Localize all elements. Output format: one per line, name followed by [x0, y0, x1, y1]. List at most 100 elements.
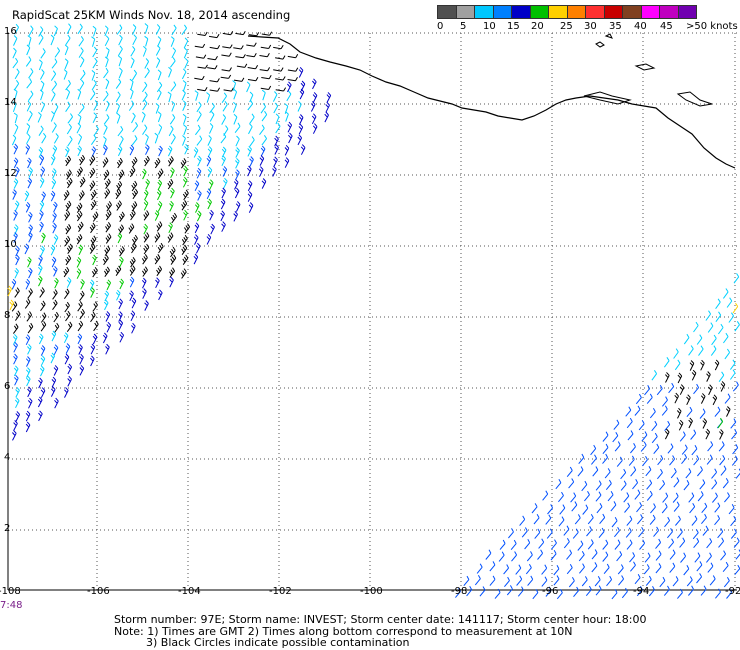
legend-label: 0	[437, 21, 444, 32]
wind-barb	[705, 310, 712, 321]
wind-barb	[154, 132, 159, 144]
wind-barb	[722, 561, 729, 573]
island	[595, 41, 605, 48]
wind-barb	[246, 53, 257, 58]
wind-barb	[538, 538, 545, 549]
wind-barb	[38, 146, 44, 158]
wind-barb	[131, 156, 138, 168]
wind-barb	[67, 135, 73, 147]
storm-info-line: Storm number: 97E; Storm name: INVEST; S…	[114, 613, 647, 626]
wind-barb	[89, 222, 96, 234]
wind-barb	[673, 477, 680, 488]
wind-barb	[209, 78, 220, 83]
wind-barb	[550, 550, 557, 561]
wind-barb	[630, 561, 636, 572]
wind-barb	[699, 479, 706, 490]
wind-barb	[680, 552, 687, 563]
wind-barb	[183, 47, 188, 59]
wind-barb	[706, 454, 713, 465]
wind-barb	[52, 212, 57, 223]
wind-barb	[157, 36, 162, 47]
wind-barb	[194, 90, 199, 101]
wind-barb	[701, 513, 707, 525]
wind-barb	[116, 112, 121, 124]
wind-barb	[183, 223, 191, 234]
wind-barb	[297, 101, 302, 112]
wind-barb	[614, 441, 621, 452]
wind-barb	[79, 308, 85, 320]
wind-barb	[27, 177, 33, 189]
wind-barb	[688, 492, 695, 503]
wind-barb	[651, 420, 658, 432]
wind-barb	[714, 359, 720, 371]
wind-barb	[688, 585, 694, 596]
wind-barb	[103, 144, 108, 156]
wind-barb	[104, 178, 111, 189]
wind-barb	[676, 407, 682, 419]
wind-barb	[582, 504, 589, 515]
wind-barb	[38, 59, 43, 71]
wind-barb	[78, 190, 85, 201]
wind-barb	[168, 66, 172, 78]
wind-barb	[168, 222, 173, 234]
wind-barb	[717, 323, 724, 335]
wind-barb	[623, 492, 630, 503]
wind-barb	[646, 490, 653, 501]
wind-barb	[53, 265, 58, 277]
wind-barb	[644, 552, 651, 563]
wind-barb	[734, 564, 740, 576]
wind-barb	[221, 52, 232, 57]
wind-barb	[104, 290, 110, 302]
wind-barb	[15, 386, 20, 398]
wind-barb	[13, 365, 19, 377]
wind-barb	[720, 381, 726, 392]
wind-barb	[196, 167, 202, 179]
wind-barb	[41, 232, 46, 244]
wind-barb	[24, 190, 30, 202]
wind-barb	[41, 132, 47, 144]
wind-barb	[92, 254, 97, 266]
wind-barb	[171, 24, 177, 36]
wind-barb	[9, 299, 15, 311]
wind-barb	[39, 287, 45, 298]
wind-barb	[52, 145, 58, 156]
legend-label: 40	[634, 21, 647, 32]
wind-barb	[115, 188, 122, 200]
wind-barb	[693, 537, 700, 549]
wind-barb	[37, 111, 42, 123]
wind-barb	[142, 91, 148, 103]
wind-barb	[25, 421, 31, 433]
legend-label: 35	[609, 21, 622, 32]
wind-barb	[157, 179, 163, 191]
wind-barb	[693, 455, 700, 466]
wind-barb	[78, 36, 84, 47]
wind-barb	[7, 285, 13, 297]
wind-barb	[51, 256, 57, 268]
wind-barb	[28, 267, 33, 279]
wind-barb	[235, 201, 241, 212]
wind-barb	[39, 200, 45, 212]
wind-barb	[222, 30, 234, 36]
wind-barb	[690, 429, 697, 440]
wind-barb	[38, 34, 44, 45]
wind-barb	[602, 551, 609, 562]
wind-barb	[14, 267, 19, 279]
wind-barb	[558, 491, 564, 503]
wind-barb	[638, 420, 645, 431]
wind-barb	[38, 333, 44, 345]
wind-barb	[669, 562, 676, 573]
wind-barb	[115, 265, 122, 276]
wind-barb	[718, 371, 725, 382]
wind-barb	[14, 287, 20, 298]
wind-barb	[248, 202, 254, 213]
wind-barb	[155, 57, 161, 68]
wind-barb	[27, 343, 32, 355]
wind-barb	[670, 467, 677, 479]
notes-line-2: 3) Black Circles indicate possible conta…	[146, 636, 410, 649]
wind-barb	[117, 125, 124, 137]
wind-barb	[685, 468, 692, 479]
wind-barb	[574, 514, 581, 525]
wind-barb	[558, 516, 565, 527]
wind-barb	[129, 78, 134, 90]
wind-barb	[197, 64, 208, 69]
